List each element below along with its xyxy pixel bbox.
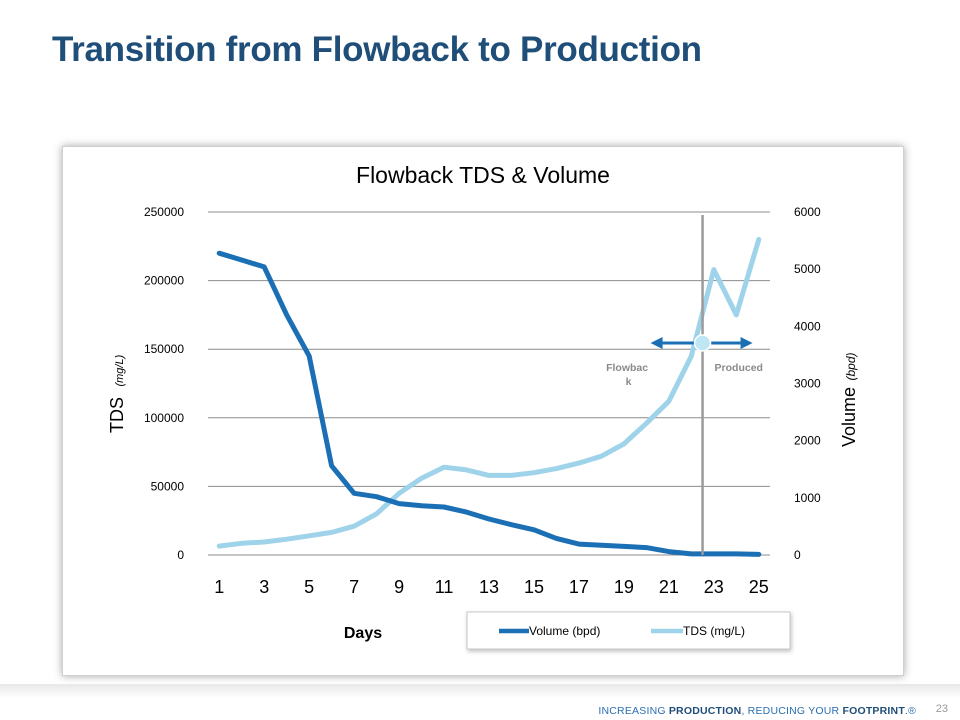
x-tick-label: 13	[479, 577, 499, 597]
slide-title: Transition from Flowback to Production	[52, 30, 702, 69]
svg-text:Volume (bpd): Volume (bpd)	[839, 352, 859, 447]
svg-text:TDS (mg/L): TDS (mg/L)	[107, 354, 127, 433]
transition-dot	[693, 334, 712, 352]
y-tick-label: 0	[177, 548, 184, 562]
gridlines	[208, 211, 770, 556]
y-tick-label: 150000	[144, 342, 184, 356]
flowback-label-line2: k	[626, 376, 632, 388]
y2-tick-label: 5000	[794, 262, 821, 276]
y-tick-label: 50000	[151, 479, 185, 493]
y-tick-label: 200000	[144, 274, 184, 288]
x-tick-label: 5	[304, 577, 314, 597]
y2-axis-title-main: Volume	[839, 387, 859, 447]
x-tick-label: 21	[659, 577, 679, 597]
footer-tagline: INCREASING PRODUCTION, REDUCING YOUR FOO…	[598, 705, 916, 717]
x-tick-label: 17	[569, 577, 589, 597]
y-axis-title-unit: (mg/L)	[114, 354, 126, 386]
footer-band	[0, 684, 960, 720]
produced-label: Produced	[715, 362, 763, 374]
x-axis: 1 3 5 7 9 11 13 15 17 19 21 23 25	[214, 577, 769, 597]
legend: Volume (bpd) TDS (mg/L)	[466, 611, 791, 650]
x-tick-label: 7	[349, 577, 359, 597]
series-line-tds	[216, 236, 762, 549]
x-tick-label: 19	[614, 577, 634, 597]
y2-tick-label: 4000	[794, 319, 821, 333]
tagline-suffix: .®	[904, 705, 916, 717]
flowback-label: Flowbac k	[606, 362, 651, 388]
legend-label-tds: TDS (mg/L)	[683, 624, 745, 638]
legend-label-volume: Volume (bpd)	[529, 624, 600, 638]
x-tick-label: 9	[394, 577, 404, 597]
tagline-prefix: INCREASING	[598, 705, 669, 717]
x-tick-label: 11	[435, 577, 454, 597]
x-tick-label: 15	[524, 577, 544, 597]
right-axis: 0 1000 2000 3000 4000 5000 6000	[794, 205, 821, 562]
tagline-bold1: PRODUCTION	[668, 705, 742, 717]
y2-tick-label: 0	[794, 548, 801, 562]
y-tick-label: 100000	[144, 411, 184, 425]
y-axis-title-main: TDS	[107, 397, 127, 433]
tagline-mid: , REDUCING YOUR	[741, 705, 843, 717]
transition-annotation: Flowbac k Produced	[606, 215, 763, 555]
y2-tick-label: 3000	[794, 377, 821, 391]
x-tick-label: 1	[214, 577, 224, 597]
x-tick-label: 23	[704, 577, 724, 597]
y2-tick-label: 2000	[794, 434, 821, 448]
page-number: 23	[935, 703, 948, 715]
arrow-right-head	[740, 337, 753, 349]
chart-frame: Flowback TDS & Volume 0 50000 100000 150000…	[62, 146, 904, 676]
y-tick-label: 250000	[144, 205, 184, 219]
tagline-bold2: FOOTPRINT	[842, 705, 905, 717]
y2-axis-title-unit: (bpd)	[844, 352, 858, 380]
y2-axis-title: Volume (bpd)	[839, 352, 859, 447]
y-axis-title: TDS (mg/L)	[107, 354, 127, 433]
y2-tick-label: 6000	[794, 205, 821, 219]
y2-tick-label: 1000	[794, 491, 821, 505]
chart-svg: Flowback TDS & Volume 050000100000150000…	[107, 162, 859, 650]
x-tick-label: 25	[749, 577, 769, 597]
series-layer	[216, 236, 762, 557]
arrow-left-head	[650, 337, 663, 349]
flowback-label-line1: Flowbac	[606, 362, 648, 374]
x-axis-title: Days	[344, 625, 382, 642]
series-line-volume	[216, 250, 762, 557]
left-axis: 0 50000 100000 150000 200000 250000	[144, 205, 184, 562]
chart-title: Flowback TDS & Volume	[356, 162, 610, 188]
x-tick-label: 3	[259, 577, 269, 597]
